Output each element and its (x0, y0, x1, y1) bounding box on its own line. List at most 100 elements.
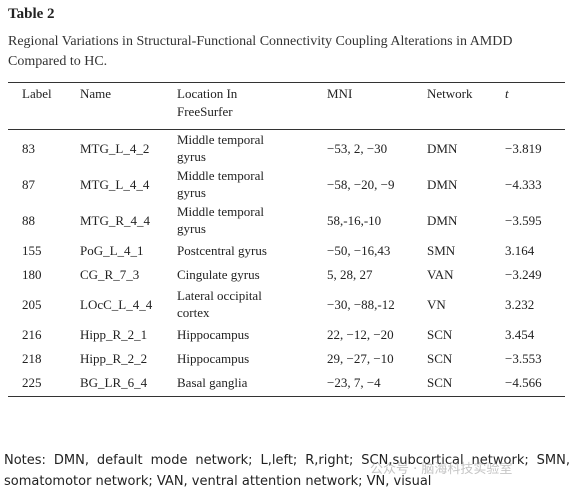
table-cell: SMN (414, 238, 494, 262)
table-row: 225 BG_LR_6_4 Basal ganglia −23, 7, −4 SCN −4… (8, 370, 565, 397)
cell-text: Basal ganglia (177, 374, 248, 390)
table-cell: Postcentral gyrus (164, 238, 314, 262)
cell-text: Middle temporal gyrus (177, 132, 265, 164)
cell-text: MTG_L_4_2 (80, 140, 150, 156)
column-header: Network (414, 82, 494, 130)
cell-text: 216 (22, 326, 42, 342)
table-cell: Middle temporal gyrus (164, 130, 314, 167)
table-cell: Cingulate gyrus (164, 262, 314, 286)
table-cell: −53, 2, −30 (314, 130, 414, 167)
table-row: 205 LOcC_L_4_4 Lateral occipital cortex −30… (8, 286, 565, 322)
table-cell: 29, −27, −10 (314, 346, 414, 370)
table-cell: 225 (8, 370, 68, 397)
cell-text: Hippocampus (177, 350, 250, 366)
column-header: Location In FreeSurfer (164, 82, 314, 130)
cell-text: DMN (427, 176, 458, 192)
cell-text: MTG_R_4_4 (80, 212, 151, 228)
table-body: 83 MTG_L_4_2 Middle temporal gyrus −53, 2, … (8, 130, 565, 397)
cell-text: 3.232 (505, 296, 535, 312)
table-cell: 83 (8, 130, 68, 167)
table-cell: MTG_L_4_4 (68, 166, 164, 202)
cell-text: SCN (427, 350, 453, 366)
cell-text: VAN (427, 266, 454, 282)
cell-text: 218 (22, 350, 42, 366)
table-cell: −3.553 (494, 346, 565, 370)
cell-text: 87 (22, 176, 35, 192)
cell-text: 29, −27, −10 (327, 350, 394, 366)
cell-text: −4.333 (505, 176, 542, 192)
table-notes: Notes: DMN, default mode network; L,left… (4, 453, 570, 489)
column-header: MNI (314, 82, 414, 130)
table-row: 87 MTG_L_4_4 Middle temporal gyrus −58, −20… (8, 166, 565, 202)
table-cell: 88 (8, 202, 68, 238)
cell-text: SCN (427, 326, 453, 342)
table-cell: SCN (414, 346, 494, 370)
table-cell: 5, 28, 27 (314, 262, 414, 286)
table-cell: 205 (8, 286, 68, 322)
cell-text: SMN (427, 242, 456, 258)
cell-text: Hipp_R_2_2 (80, 350, 148, 366)
cell-text: Hipp_R_2_1 (80, 326, 148, 342)
cell-text: Postcentral gyrus (177, 242, 267, 258)
table-cell: DMN (414, 166, 494, 202)
cell-text: 180 (22, 266, 42, 282)
table-row: 155 PoG_L_4_1 Postcentral gyrus −50, −16,43… (8, 238, 565, 262)
cell-text: 5, 28, 27 (327, 266, 373, 282)
table-cell: 216 (8, 322, 68, 346)
table-cell: −3.819 (494, 130, 565, 167)
table-cell: LOcC_L_4_4 (68, 286, 164, 322)
cell-text: 225 (22, 374, 42, 390)
table-cell: 87 (8, 166, 68, 202)
table-cell: Hipp_R_2_1 (68, 322, 164, 346)
table-title: Table 2 (8, 6, 55, 22)
cell-text: Lateral occipital cortex (177, 288, 262, 320)
table-cell: Middle temporal gyrus (164, 166, 314, 202)
table-cell: 3.164 (494, 238, 565, 262)
watermark: 公众号 · 脑海科技实验室 (370, 462, 513, 477)
column-header: Label (8, 82, 68, 130)
cell-text: 205 (22, 296, 42, 312)
table-cell: MTG_R_4_4 (68, 202, 164, 238)
cell-text: DMN (427, 140, 458, 156)
cell-text: VN (427, 296, 446, 312)
table-cell: PoG_L_4_1 (68, 238, 164, 262)
cell-text: −23, 7, −4 (327, 374, 381, 390)
table-cell: 22, −12, −20 (314, 322, 414, 346)
table-cell: SCN (414, 370, 494, 397)
table: Label Name Location In FreeSurfer MNI Networ… (8, 82, 565, 397)
cell-text: BG_LR_6_4 (80, 374, 148, 390)
cell-text: Cingulate gyrus (177, 266, 260, 282)
table-cell: VAN (414, 262, 494, 286)
table-cell: Basal ganglia (164, 370, 314, 397)
cell-text: −3.553 (505, 350, 542, 366)
cell-text: PoG_L_4_1 (80, 242, 144, 258)
table-cell: SCN (414, 322, 494, 346)
table-row: 218 Hipp_R_2_2 Hippocampus 29, −27, −10 SCN −… (8, 346, 565, 370)
table-cell: Hipp_R_2_2 (68, 346, 164, 370)
cell-text: 3.454 (505, 326, 535, 342)
table-cell: −58, −20, −9 (314, 166, 414, 202)
table-cell: 155 (8, 238, 68, 262)
table-row: 180 CG_R_7_3 Cingulate gyrus 5, 28, 27 VAN −3… (8, 262, 565, 286)
cell-text: Hippocampus (177, 326, 250, 342)
table-cell: DMN (414, 130, 494, 167)
header-row: Label Name Location In FreeSurfer MNI Networ… (8, 82, 565, 130)
table-cell: 58,-16,-10 (314, 202, 414, 238)
table-cell: −50, −16,43 (314, 238, 414, 262)
table-cell: −4.566 (494, 370, 565, 397)
cell-text: −3.819 (505, 140, 542, 156)
table-cell: 3.232 (494, 286, 565, 322)
table-row: 83 MTG_L_4_2 Middle temporal gyrus −53, 2, … (8, 130, 565, 167)
cell-text: −58, −20, −9 (327, 176, 395, 192)
table-caption: Regional Variations in Structural-Functi… (8, 34, 513, 69)
cell-text: 155 (22, 242, 42, 258)
cell-text: DMN (427, 212, 458, 228)
cell-text: −50, −16,43 (327, 242, 391, 258)
cell-text: SCN (427, 374, 453, 390)
cell-text: MTG_L_4_4 (80, 176, 150, 192)
table-cell: Lateral occipital cortex (164, 286, 314, 322)
cell-text: −30, −88,-12 (327, 296, 395, 312)
table-cell: −3.595 (494, 202, 565, 238)
cell-text: −4.566 (505, 374, 542, 390)
